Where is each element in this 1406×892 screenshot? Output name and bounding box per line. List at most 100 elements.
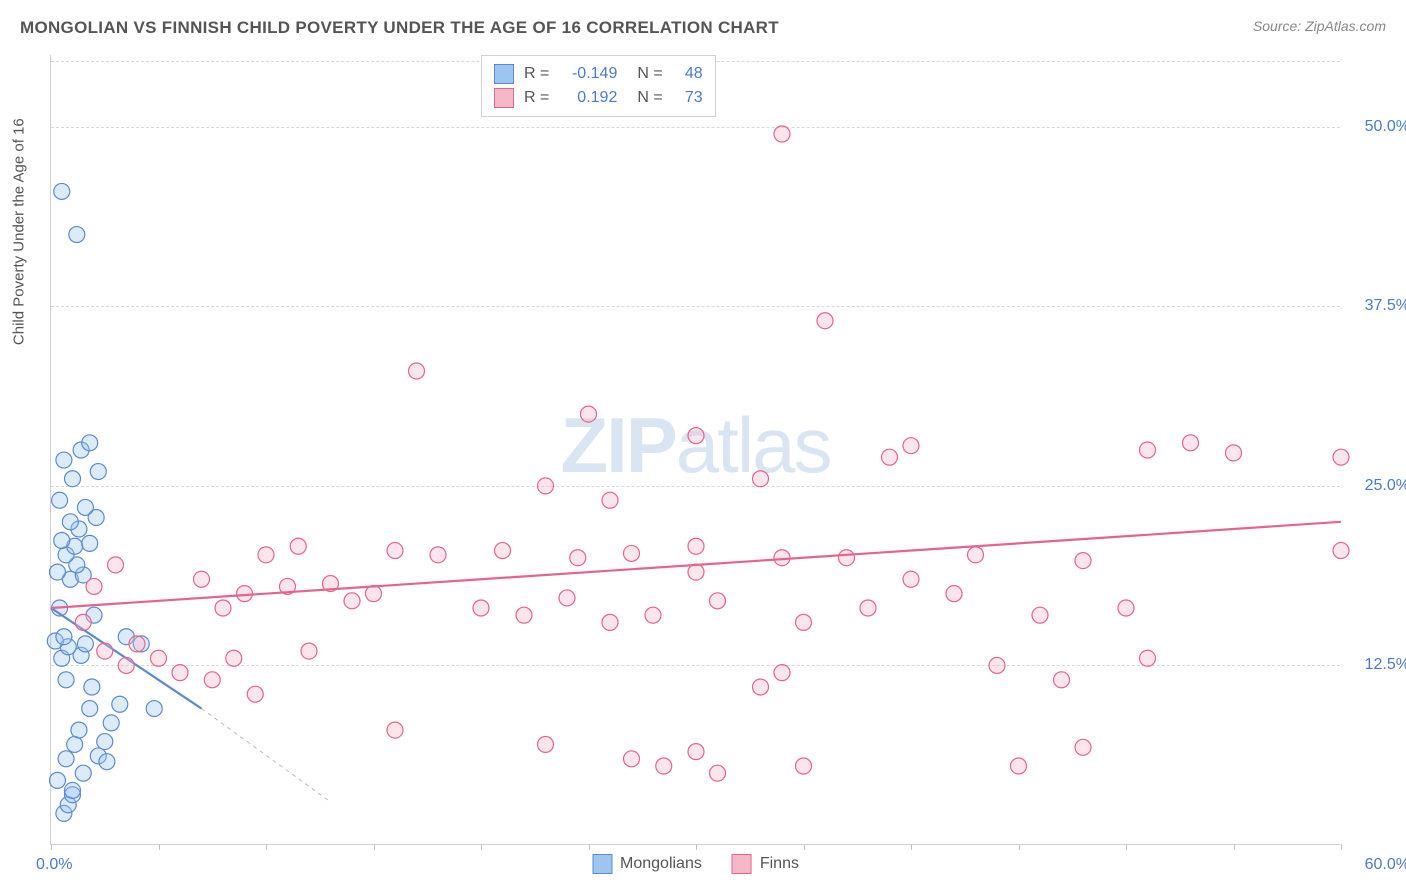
data-point — [903, 571, 919, 587]
y-tick-label: 12.5% — [1350, 656, 1406, 674]
data-point — [968, 547, 984, 563]
data-point — [97, 643, 113, 659]
data-point — [710, 765, 726, 781]
data-point — [946, 586, 962, 602]
data-point — [796, 614, 812, 630]
legend-swatch — [732, 854, 752, 874]
data-point — [688, 538, 704, 554]
n-value: 73 — [673, 89, 703, 107]
data-point — [90, 464, 106, 480]
data-point — [538, 478, 554, 494]
x-tick — [481, 844, 482, 850]
data-point — [108, 557, 124, 573]
x-tick — [1126, 844, 1127, 850]
data-point — [387, 543, 403, 559]
data-point — [581, 406, 597, 422]
data-point — [1140, 442, 1156, 458]
data-point — [1333, 543, 1349, 559]
data-point — [602, 492, 618, 508]
data-point — [84, 679, 100, 695]
data-point — [62, 514, 78, 530]
data-point — [516, 607, 532, 623]
n-label: N = — [637, 89, 662, 107]
data-point — [1075, 553, 1091, 569]
chart-title: MONGOLIAN VS FINNISH CHILD POVERTY UNDER… — [20, 18, 779, 38]
x-tick — [804, 844, 805, 850]
data-point — [71, 722, 87, 738]
data-point — [1011, 758, 1027, 774]
data-point — [151, 650, 167, 666]
data-point — [1054, 672, 1070, 688]
x-tick — [1234, 844, 1235, 850]
data-point — [796, 758, 812, 774]
r-label: R = — [524, 65, 549, 83]
scatter-plot — [51, 55, 1340, 844]
trend-line — [51, 522, 1341, 608]
data-point — [86, 578, 102, 594]
data-point — [1118, 600, 1134, 616]
data-point — [903, 438, 919, 454]
data-point — [49, 772, 65, 788]
data-point — [77, 636, 93, 652]
x-tick — [696, 844, 697, 850]
data-point — [52, 492, 68, 508]
data-point — [1333, 449, 1349, 465]
r-value: -0.149 — [559, 65, 617, 83]
data-point — [656, 758, 672, 774]
legend-item: Mongolians — [592, 854, 702, 874]
data-point — [82, 435, 98, 451]
data-point — [860, 600, 876, 616]
legend-swatch — [494, 88, 514, 108]
n-value: 48 — [673, 65, 703, 83]
legend-label: Mongolians — [620, 855, 702, 873]
data-point — [301, 643, 317, 659]
x-tick — [159, 844, 160, 850]
data-point — [538, 736, 554, 752]
legend-row: R = 0.192 N = 73 — [494, 86, 703, 110]
data-point — [473, 600, 489, 616]
correlation-legend: R = -0.149 N = 48 R = 0.192 N = 73 — [481, 55, 716, 117]
data-point — [1075, 739, 1091, 755]
data-point — [65, 471, 81, 487]
data-point — [54, 183, 70, 199]
data-point — [1226, 445, 1242, 461]
data-point — [56, 452, 72, 468]
data-point — [774, 126, 790, 142]
y-axis-label: Child Poverty Under the Age of 16 — [11, 118, 28, 345]
data-point — [624, 545, 640, 561]
x-tick — [911, 844, 912, 850]
data-point — [49, 564, 65, 580]
data-point — [99, 754, 115, 770]
r-label: R = — [524, 89, 549, 107]
data-point — [215, 600, 231, 616]
data-point — [67, 736, 83, 752]
legend-row: R =-0.149N =48 — [494, 62, 703, 86]
data-point — [247, 686, 263, 702]
data-point — [753, 679, 769, 695]
chart-area: Child Poverty Under the Age of 16 12.5%2… — [50, 55, 1340, 845]
data-point — [1183, 435, 1199, 451]
data-point — [495, 543, 511, 559]
data-point — [56, 629, 72, 645]
x-tick — [1019, 844, 1020, 850]
r-value: 0.192 — [559, 89, 617, 107]
data-point — [602, 614, 618, 630]
data-point — [77, 499, 93, 515]
data-point — [1140, 650, 1156, 666]
data-point — [1032, 607, 1048, 623]
data-point — [58, 672, 74, 688]
data-point — [430, 547, 446, 563]
data-point — [82, 535, 98, 551]
data-point — [645, 607, 661, 623]
data-point — [75, 614, 91, 630]
x-tick — [374, 844, 375, 850]
data-point — [817, 313, 833, 329]
data-point — [54, 532, 70, 548]
data-point — [570, 550, 586, 566]
data-point — [409, 363, 425, 379]
y-tick-label: 25.0% — [1350, 477, 1406, 495]
data-point — [688, 564, 704, 580]
data-point — [688, 428, 704, 444]
trend-extension — [202, 709, 331, 802]
legend-swatch — [592, 854, 612, 874]
